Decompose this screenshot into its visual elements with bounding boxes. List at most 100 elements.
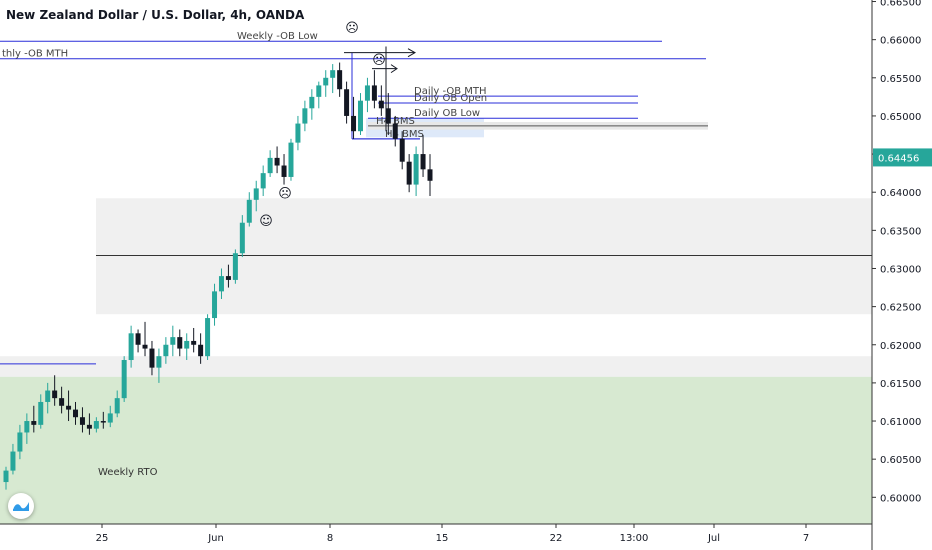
x-tick-label: 25 (96, 533, 109, 544)
candle-body (3, 470, 9, 483)
candle-body (100, 421, 106, 423)
candle-body (121, 360, 127, 399)
candle-body (45, 390, 51, 402)
annotation-face-icon: ☹ (345, 21, 359, 36)
candle-body (52, 390, 58, 399)
level-label: thly -OB MTH (2, 49, 68, 60)
y-tick-label: 0.65000 (880, 112, 921, 123)
y-tick-label: 0.61500 (880, 379, 921, 390)
candle-body (170, 337, 176, 345)
candle-body (385, 108, 391, 124)
candle-body (114, 398, 120, 414)
price-badge (873, 148, 932, 167)
candle-body (357, 100, 363, 132)
candle-body (239, 222, 245, 254)
candle-body (142, 344, 148, 349)
candle-body (73, 409, 79, 418)
x-tick-label: 7 (803, 533, 809, 544)
candle-body (86, 424, 92, 429)
zones-layer: Weekly RTO (0, 118, 872, 524)
candle-body (10, 451, 16, 471)
zone-rect (0, 376, 872, 524)
y-tick-label: 0.60000 (880, 493, 921, 504)
y-tick-label: 0.62500 (880, 303, 921, 314)
y-tick-label: 0.65500 (880, 74, 921, 85)
annotations-layer: ☹ ☹ ☹ ☺ (259, 21, 386, 229)
candle-body (427, 169, 433, 181)
candle-body (17, 432, 23, 452)
candle-body (316, 85, 322, 97)
level-label: Daily OB Low (414, 108, 480, 119)
zone-label: Weekly RTO (98, 467, 158, 478)
arrow-head (390, 64, 398, 74)
arrow-head (407, 48, 417, 58)
tradingview-logo-icon[interactable] (8, 493, 34, 519)
candle-body (309, 96, 315, 109)
candle-body (232, 253, 238, 280)
y-tick-label: 0.61000 (880, 417, 921, 428)
zone-rect (96, 198, 872, 315)
candle-body (24, 421, 30, 433)
candle-body (420, 154, 426, 170)
y-tick-label: 0.63500 (880, 226, 921, 237)
candle-body (225, 276, 231, 280)
candle-body (184, 340, 190, 349)
candle-body (295, 123, 301, 143)
candle-body (302, 108, 308, 124)
candle-body (406, 161, 412, 185)
candle-body (323, 77, 329, 86)
candle-body (79, 417, 85, 425)
y-tick-label: 0.62000 (880, 341, 921, 352)
level-label: Daily OB Open (414, 93, 487, 104)
candle-body (191, 340, 197, 345)
candle-body (31, 421, 37, 425)
candle-body (107, 413, 113, 423)
price-badge-label: 0.64456 (878, 153, 919, 164)
candle-body (378, 100, 384, 109)
candle-body (260, 173, 266, 189)
annotation-face-icon: ☹ (278, 187, 292, 202)
candle-body (59, 398, 65, 406)
candle-body (93, 421, 99, 429)
level-label: H4 BMS (385, 129, 424, 140)
candle-body (399, 138, 405, 162)
candle-body (163, 344, 169, 357)
candle-body (364, 85, 370, 101)
candle-body (218, 276, 224, 292)
annotation-face-icon: ☹ (372, 53, 386, 68)
annotation-face-icon: ☺ (259, 214, 273, 229)
candle-body (267, 157, 273, 174)
candle-body (413, 154, 419, 185)
y-tick-label: 0.63000 (880, 264, 921, 275)
y-tick-label: 0.66500 (880, 0, 921, 9)
candle-body (177, 337, 183, 349)
candle-body (344, 89, 350, 116)
candle-body (253, 188, 259, 200)
x-tick-label: 22 (550, 533, 563, 544)
candle-body (149, 348, 155, 368)
y-tick-label: 0.64000 (880, 188, 921, 199)
x-tick-label: 13:00 (620, 533, 649, 544)
candle-body (351, 115, 357, 132)
candle-body (135, 333, 141, 345)
y-tick-label: 0.60500 (880, 455, 921, 466)
candles-layer (3, 62, 433, 490)
candle-body (392, 123, 398, 139)
candle-body (288, 142, 294, 177)
chart-title: New Zealand Dollar / U.S. Dollar, 4h, OA… (6, 8, 305, 22)
candle-body (371, 85, 377, 101)
candle-body (281, 165, 287, 177)
candle-body (66, 405, 72, 410)
candle-body (156, 356, 162, 368)
candle-body (274, 157, 280, 166)
y-tick-label: 0.66000 (880, 36, 921, 47)
candle-body (337, 70, 343, 90)
candle-body (38, 401, 44, 425)
x-tick-label: 15 (436, 533, 449, 544)
x-tick-label: Jun (207, 533, 224, 544)
candle-body (246, 199, 252, 223)
candle-body (330, 70, 336, 78)
level-label: Daily -OB MTH (414, 86, 487, 97)
